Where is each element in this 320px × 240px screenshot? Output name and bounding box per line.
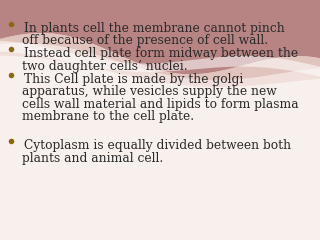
Text: apparatus, while vesicles supply the new: apparatus, while vesicles supply the new <box>22 85 276 98</box>
Text: Instead cell plate form midway between the: Instead cell plate form midway between t… <box>24 47 298 60</box>
Polygon shape <box>0 41 320 76</box>
Text: off because of the presence of cell wall.: off because of the presence of cell wall… <box>22 34 268 47</box>
Text: membrane to the cell plate.: membrane to the cell plate. <box>22 110 194 123</box>
Polygon shape <box>0 0 320 74</box>
Text: This Cell plate is made by the golgi: This Cell plate is made by the golgi <box>24 73 244 86</box>
Polygon shape <box>0 43 320 87</box>
Text: cells wall material and lipids to form plasma: cells wall material and lipids to form p… <box>22 98 298 111</box>
Text: two daughter cells’ nuclei.: two daughter cells’ nuclei. <box>22 60 188 73</box>
Text: Cytoplasm is equally divided between both: Cytoplasm is equally divided between bot… <box>24 139 291 152</box>
Text: In plants cell the membrane cannot pinch: In plants cell the membrane cannot pinch <box>24 22 285 35</box>
Polygon shape <box>0 33 320 80</box>
Text: plants and animal cell.: plants and animal cell. <box>22 152 163 165</box>
